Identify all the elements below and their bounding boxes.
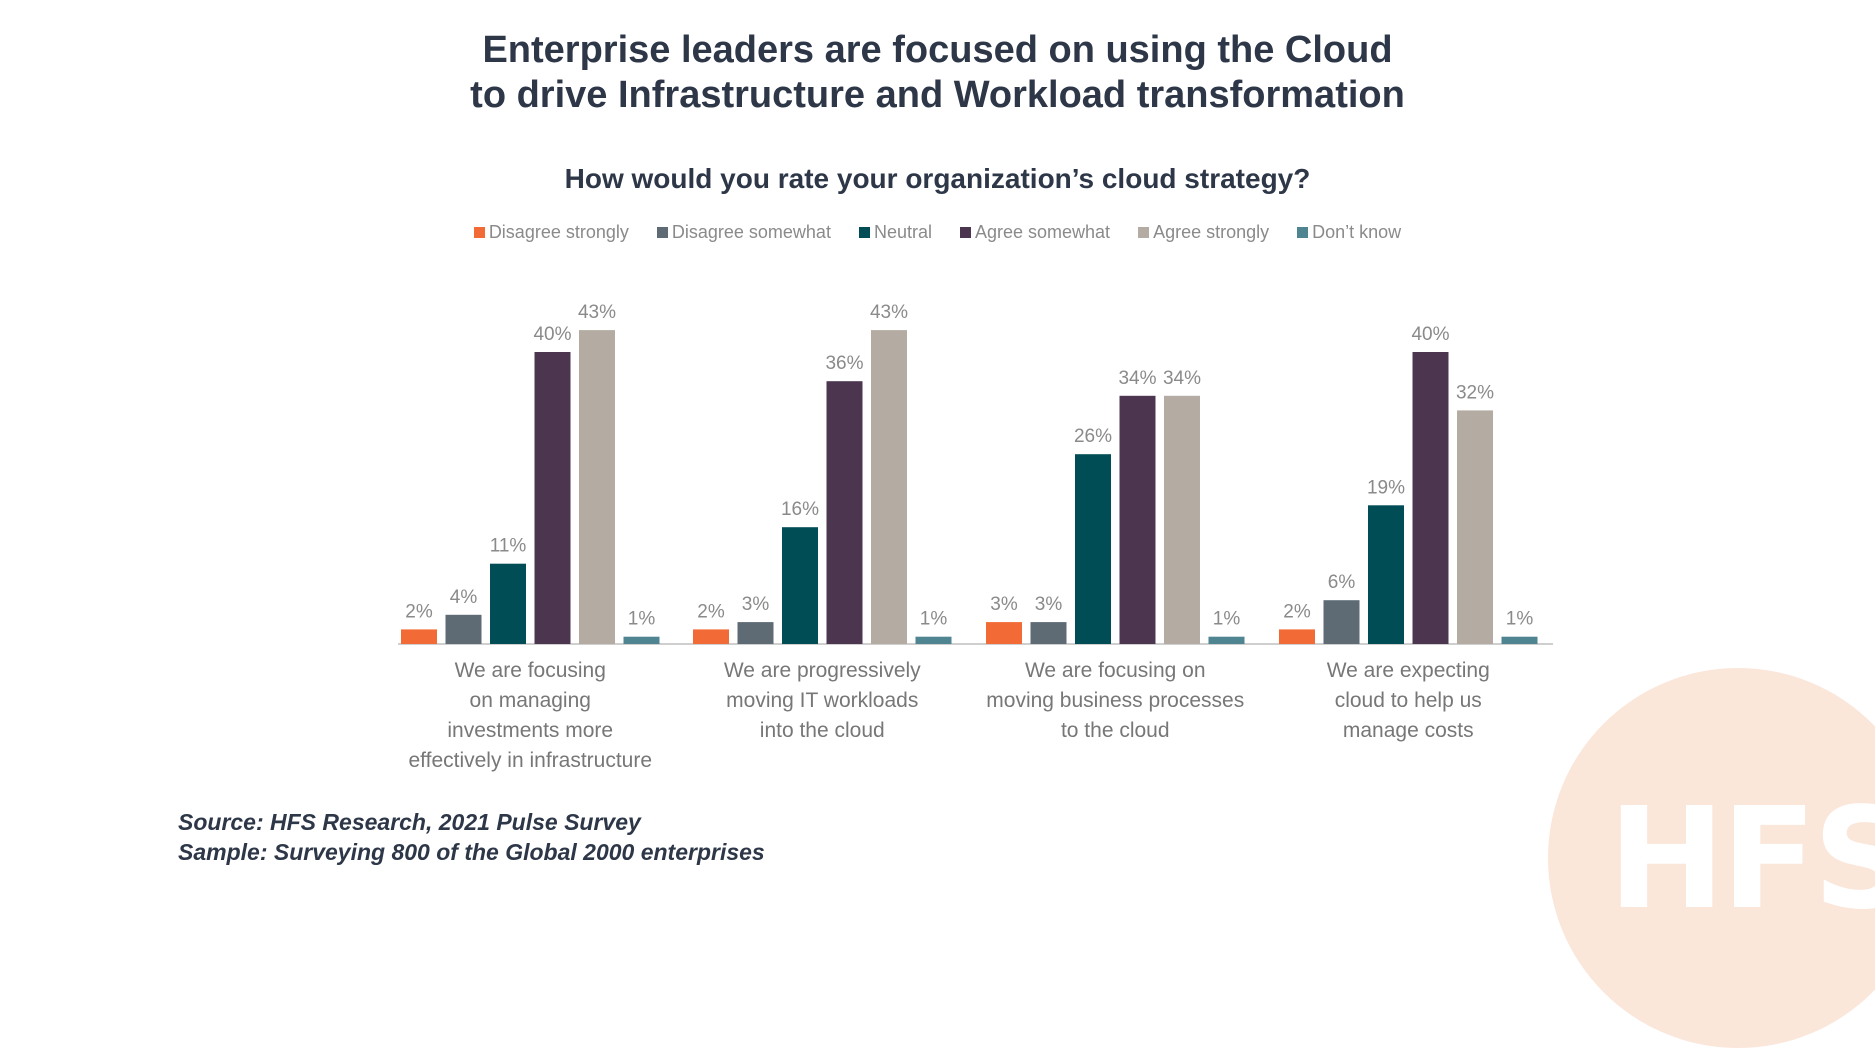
category-label-line: on managing — [469, 689, 591, 712]
data-label: 3% — [1035, 594, 1063, 615]
bar — [1368, 505, 1404, 644]
legend-item: Disagree strongly — [473, 222, 629, 243]
legend-swatch — [1138, 227, 1150, 238]
page-title-line-1: Enterprise leaders are focused on using … — [482, 29, 1393, 71]
legend-label: Agree somewhat — [974, 222, 1111, 242]
data-label: 43% — [578, 302, 616, 323]
bar — [1412, 352, 1449, 644]
bar — [1075, 454, 1111, 644]
bar — [871, 330, 907, 644]
hfs-logo: HFS — [1608, 778, 1875, 941]
legend-label: Disagree somewhat — [671, 222, 831, 242]
category-label-line: into the cloud — [759, 719, 885, 742]
legend-item: Agree somewhat — [959, 222, 1111, 243]
chart-legend: Disagree strongly Disagree somewhat Neutra… — [0, 222, 1875, 243]
data-label: 16% — [781, 499, 819, 520]
bar — [693, 629, 729, 644]
bar — [623, 636, 660, 644]
bar — [1030, 622, 1067, 644]
bar — [1164, 395, 1200, 644]
page-title-line-2: to drive Infrastructure and Workload tra… — [470, 74, 1405, 116]
data-label: 36% — [825, 353, 863, 374]
bar — [986, 622, 1022, 644]
source-line: Source: HFS Research, 2021 Pulse Survey — [178, 809, 641, 835]
legend-label: Don’t know — [1312, 222, 1402, 242]
data-label: 34% — [1163, 368, 1201, 389]
data-label: 3% — [742, 594, 770, 615]
legend-item: Don’t know — [1297, 222, 1401, 243]
legend-item: Agree strongly — [1138, 222, 1269, 243]
chart-title: How would you rate your organization’s c… — [564, 163, 1311, 194]
data-label: 40% — [533, 324, 571, 345]
legend-item: Disagree somewhat — [656, 222, 831, 243]
bar — [1279, 629, 1315, 644]
legend-item: Neutral — [858, 222, 932, 243]
legend-swatch — [656, 227, 668, 238]
sample-line: Sample: Surveying 800 of the Global 2000… — [178, 839, 765, 865]
category-label: We are expecting cloud to help us manage c… — [1258, 656, 1558, 746]
bar — [1119, 395, 1156, 644]
category-label: We are focusing on moving business proces… — [965, 656, 1265, 746]
category-label-line: We are focusing — [454, 659, 606, 682]
data-label: 1% — [1213, 609, 1241, 630]
category-label-line: We are focusing on — [1024, 659, 1206, 682]
category-label-line: moving business processes — [986, 689, 1245, 712]
category-label: We are focusing on managing investments mo… — [380, 656, 680, 776]
source-note: Source: HFS Research, 2021 Pulse Survey … — [178, 807, 765, 867]
bar-chart: 2% 4% 11% 40% 43% 1% 2% 3% 16% 36% 43% 1% 3% 3% 26% 34%… — [398, 302, 1553, 645]
page-title: Enterprise leaders are focused on using … — [0, 28, 1875, 118]
data-label: 4% — [450, 587, 478, 608]
data-label: 19% — [1367, 477, 1405, 498]
data-label: 40% — [1411, 324, 1449, 345]
data-label: 1% — [920, 609, 948, 630]
category-label-line: investments more — [447, 719, 614, 742]
bar — [1457, 410, 1493, 644]
bar — [737, 622, 774, 644]
bar — [534, 352, 571, 644]
data-label: 1% — [628, 609, 656, 630]
category-label-line: manage costs — [1342, 719, 1474, 742]
bar — [782, 527, 818, 644]
category-label-line: effectively in infrastructure — [408, 749, 653, 772]
data-label: 2% — [1283, 601, 1311, 622]
bar — [1501, 636, 1538, 644]
category-label: We are progressively moving IT workloads i… — [672, 656, 972, 746]
bar — [401, 629, 437, 644]
data-label: 43% — [870, 302, 908, 323]
data-label: 2% — [697, 601, 725, 622]
bar — [826, 381, 863, 644]
legend-label: Disagree strongly — [488, 222, 629, 242]
bar — [445, 614, 482, 644]
bar — [579, 330, 615, 644]
legend-swatch — [959, 227, 971, 238]
data-label: 32% — [1456, 382, 1494, 403]
legend-swatch — [858, 227, 870, 238]
category-label-line: cloud to help us — [1334, 689, 1482, 712]
data-label: 26% — [1074, 426, 1112, 447]
bar — [1208, 636, 1245, 644]
data-label: 1% — [1506, 609, 1534, 630]
category-label-line: moving IT workloads — [726, 689, 919, 712]
category-label-line: We are progressively — [723, 659, 921, 682]
data-label: 34% — [1118, 368, 1156, 389]
bar — [915, 636, 952, 644]
bar — [490, 563, 526, 644]
data-label: 2% — [405, 601, 433, 622]
data-label: 11% — [490, 536, 527, 557]
category-label-line: We are expecting — [1326, 659, 1490, 682]
category-label-line: to the cloud — [1060, 719, 1170, 742]
legend-swatch — [1297, 227, 1309, 238]
legend-swatch — [473, 227, 485, 238]
bar — [1323, 600, 1360, 644]
legend-label: Agree strongly — [1153, 222, 1270, 242]
data-label: 6% — [1328, 572, 1356, 593]
legend-label: Neutral — [873, 222, 932, 242]
data-label: 3% — [990, 594, 1018, 615]
